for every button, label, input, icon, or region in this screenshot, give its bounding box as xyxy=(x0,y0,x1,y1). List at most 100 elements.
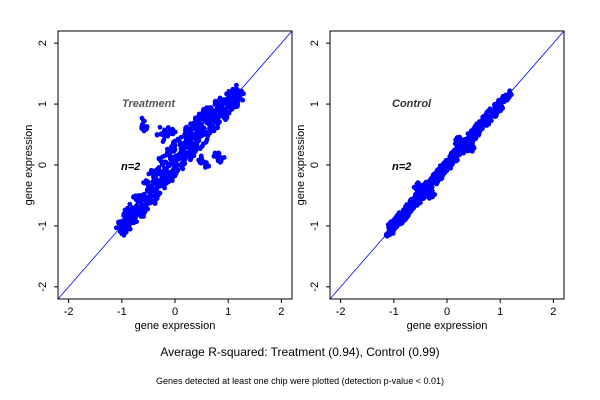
data-point xyxy=(122,222,127,228)
data-point xyxy=(201,125,207,131)
data-point xyxy=(167,153,173,159)
data-point xyxy=(418,196,423,201)
sample-size-label: n=2 xyxy=(121,161,140,173)
data-point xyxy=(455,138,461,144)
panel-title: Treatment xyxy=(122,98,176,110)
data-point xyxy=(496,97,502,103)
data-point xyxy=(455,153,461,159)
data-point xyxy=(221,155,227,160)
data-point xyxy=(391,226,397,232)
data-point xyxy=(124,214,130,220)
data-point xyxy=(188,156,194,161)
data-point xyxy=(468,147,474,153)
data-point xyxy=(412,202,418,207)
y-axis-label: gene expression xyxy=(295,125,307,206)
data-point xyxy=(236,89,242,95)
data-point xyxy=(217,159,223,165)
data-point xyxy=(185,150,191,156)
data-point xyxy=(434,181,439,187)
data-point xyxy=(201,159,207,165)
data-point xyxy=(193,123,199,128)
data-point xyxy=(492,114,498,119)
data-point xyxy=(163,133,169,139)
data-point xyxy=(220,101,226,107)
data-point xyxy=(178,134,184,140)
data-point xyxy=(146,183,151,189)
x-tick-label: -2 xyxy=(336,306,346,318)
data-point xyxy=(138,214,144,219)
data-point xyxy=(448,150,454,156)
data-point xyxy=(449,159,455,165)
y-tick-label: -2 xyxy=(37,282,49,292)
data-point xyxy=(156,155,162,161)
data-point xyxy=(215,125,221,131)
data-point xyxy=(415,183,421,189)
data-point xyxy=(388,222,394,228)
data-point xyxy=(182,128,188,133)
data-point xyxy=(191,135,197,141)
data-point xyxy=(206,163,212,169)
data-point xyxy=(177,141,183,147)
data-point xyxy=(191,153,197,159)
data-point xyxy=(476,129,482,134)
r-squared-caption: Average R-squared: Treatment (0.94), Con… xyxy=(160,345,440,359)
x-tick-label: 2 xyxy=(550,306,556,318)
data-point xyxy=(146,171,152,177)
data-point xyxy=(153,190,159,195)
panel-treatment: -2 -1 0 1 2 -2 -1 0 1 2 gene expression gene expres… xyxy=(23,30,293,332)
data-point xyxy=(505,92,511,98)
data-point xyxy=(131,194,136,200)
detection-note: Genes detected at least one chip were pl… xyxy=(156,376,444,386)
x-tick-label: 0 xyxy=(172,306,178,318)
data-point xyxy=(418,200,423,206)
data-point xyxy=(157,124,163,130)
data-point xyxy=(384,233,390,239)
panel-control: -2 -1 0 1 2 -2 -1 0 1 2 gene expression gene expres… xyxy=(295,30,565,332)
data-point xyxy=(407,208,413,214)
y-tick-label: -2 xyxy=(309,282,321,292)
data-point xyxy=(165,125,171,130)
data-point xyxy=(215,153,220,159)
data-point xyxy=(167,129,173,134)
data-point xyxy=(433,177,439,183)
x-axis-label: gene expression xyxy=(407,320,488,332)
data-point xyxy=(437,163,443,169)
data-point xyxy=(176,155,182,161)
x-tick-label: -1 xyxy=(117,306,127,318)
x-tick-label: 1 xyxy=(497,306,503,318)
data-point xyxy=(492,110,498,116)
data-point xyxy=(135,199,141,204)
data-point xyxy=(180,156,186,162)
data-point xyxy=(223,107,228,113)
data-point xyxy=(140,193,146,198)
data-point xyxy=(233,82,239,88)
data-point xyxy=(138,208,143,214)
data-point xyxy=(140,123,146,128)
data-point xyxy=(486,121,492,127)
data-point xyxy=(117,220,123,225)
data-point xyxy=(127,220,133,226)
data-point xyxy=(198,154,204,160)
data-point xyxy=(127,226,133,232)
data-point xyxy=(192,115,198,121)
data-point xyxy=(175,162,181,168)
data-point xyxy=(507,88,513,94)
x-tick-label: 2 xyxy=(278,306,284,318)
x-tick-label: 0 xyxy=(444,306,450,318)
data-point xyxy=(455,157,460,163)
data-point xyxy=(201,107,206,112)
data-point xyxy=(465,141,471,147)
data-point xyxy=(423,190,429,195)
data-point xyxy=(396,220,402,226)
data-point xyxy=(207,126,212,131)
data-point xyxy=(174,166,180,172)
x-tick-label: -2 xyxy=(64,306,74,318)
data-point xyxy=(119,226,125,232)
data-point xyxy=(230,86,236,92)
data-point xyxy=(180,166,186,172)
data-point xyxy=(143,202,149,207)
data-point xyxy=(217,113,223,119)
data-point xyxy=(148,200,153,206)
data-point xyxy=(183,135,189,140)
